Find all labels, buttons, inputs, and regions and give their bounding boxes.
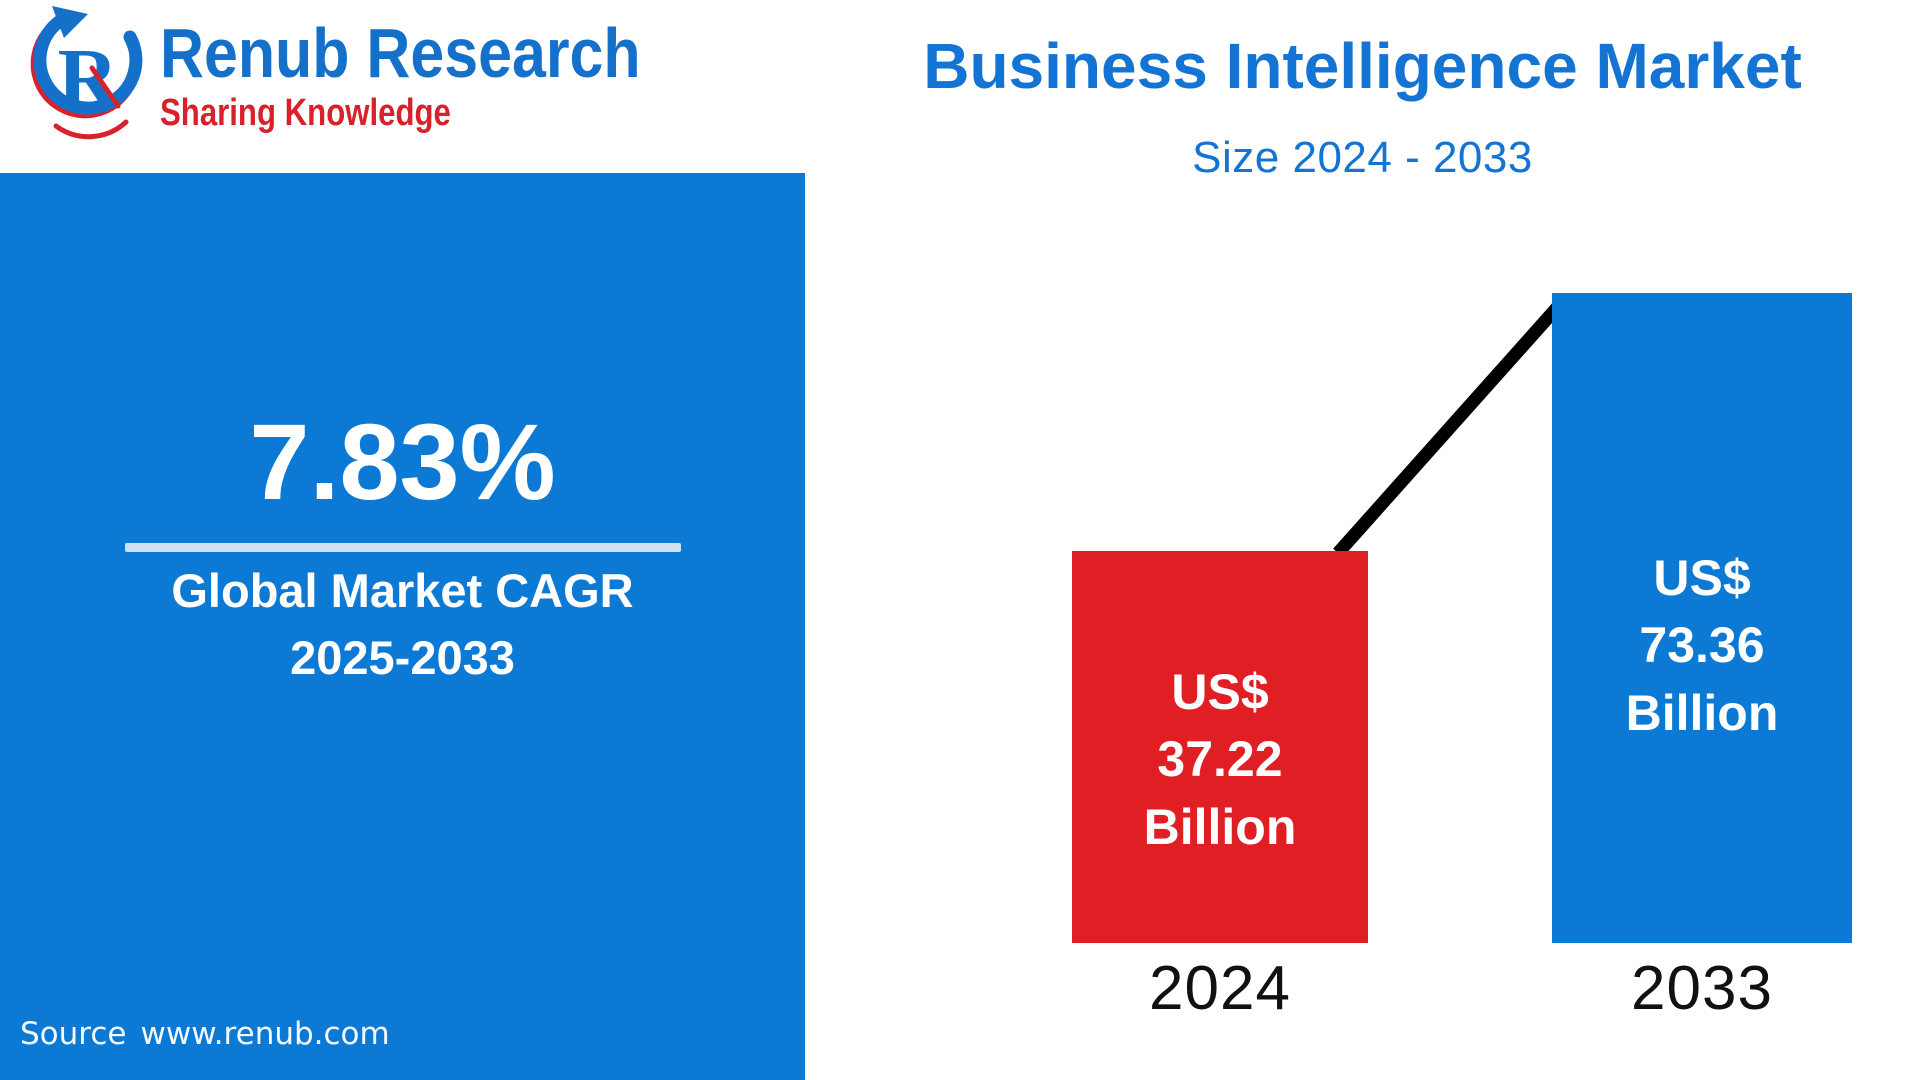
bar-2024: US$ 37.22 Billion [1072,551,1368,943]
cagr-highlight-panel: 7.83% Global Market CAGR 2025-2033 Sourc… [0,173,805,1080]
bar-2033-value-label: US$ 73.36 Billion [1626,545,1779,748]
bar-2033-line3: Billion [1625,684,1779,741]
bar-2024-line2: 37.22 [1157,731,1283,788]
bar-2033-line1: US$ [1653,549,1751,606]
header-titles: Business Intelligence Market Size 2024 -… [805,0,1920,180]
divider [124,542,681,552]
cagr-value: 7.83% [249,401,556,522]
axis-label-2033: 2033 [1631,954,1773,1023]
bar-2024-line3: Billion [1143,798,1297,855]
source-line: Source www.renub.com [20,1016,390,1052]
source-label: Source [20,1016,127,1052]
bar-2024-line1: US$ [1171,663,1269,720]
brand-name: Renub Research [160,14,641,92]
bar-2033: US$ 73.36 Billion [1552,293,1852,943]
brand-logo-text: Renub Research Sharing Knowledge [160,4,712,132]
source-url: www.renub.com [140,1016,390,1052]
brand-tagline: Sharing Knowledge [160,92,451,134]
svg-text:R: R [58,32,120,125]
bar-2033-line2: 73.36 [1639,617,1765,674]
bar-2024-value-label: US$ 37.22 Billion [1144,659,1297,862]
axis-label-2024: 2024 [1149,954,1291,1023]
page-title: Business Intelligence Market [923,30,1802,102]
page-subtitle: Size 2024 - 2033 [1192,132,1533,182]
brand-logo: R Renub Research Sharing Knowledge [26,4,712,150]
brand-logo-swirl-arrow-icon: R [30,6,143,140]
cagr-label-line1: Global Market CAGR [171,563,634,617]
cagr-label-line2: 2025-2033 [290,630,515,684]
